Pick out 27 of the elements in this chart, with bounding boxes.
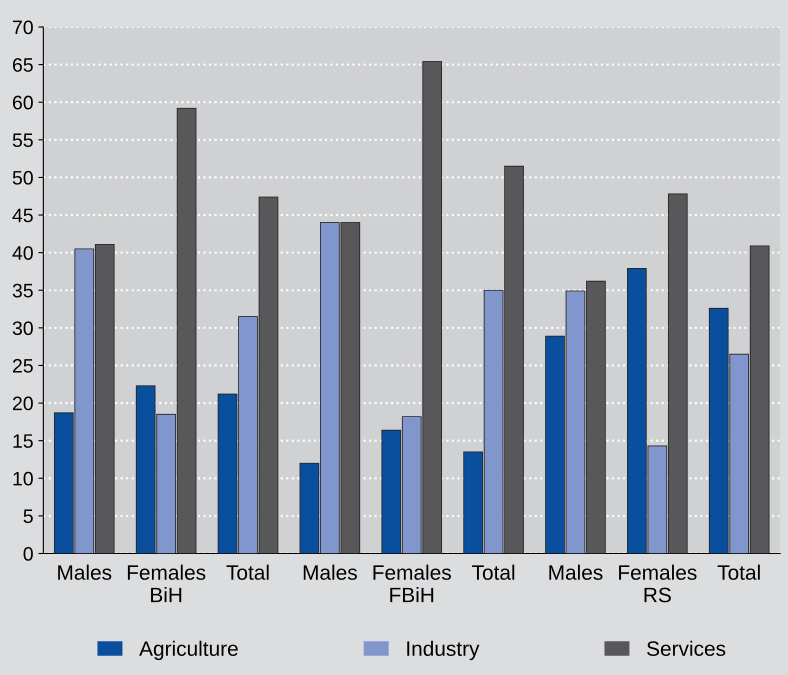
legend-label: Agriculture [139,640,238,660]
x-tick-label: Total [718,564,760,580]
x-tick-label: Males [58,564,112,580]
x-tick-label: Total [226,564,269,580]
y-tick-label: 15 [13,434,33,448]
legend-label: Services [647,640,726,656]
y-tick-label: 45 [12,208,33,222]
y-tick-label: 20 [12,396,33,410]
y-tick-label: 35 [12,284,33,298]
y-tick-label: 50 [12,170,33,185]
y-tick-label: 0 [24,546,33,561]
y-tick-label: 5 [24,510,33,524]
y-tick-label: 10 [13,472,33,486]
y-tick-label: 60 [12,96,33,110]
y-tick-label: 70 [12,20,33,34]
x-tick-label: Females RS [619,564,697,602]
y-tick-label: 55 [12,133,33,148]
x-tick-label: Males [549,564,602,580]
y-tick-label: 30 [12,321,33,336]
y-tick-label: 25 [12,358,33,373]
x-tick-label: Total [472,564,514,580]
x-tick-label: Males [304,564,357,580]
x-tick-label: Females BiH [128,564,206,602]
x-tick-label: Females FBiH [374,564,451,602]
y-tick-label: 40 [12,246,33,260]
legend-label: Industry [407,640,480,660]
y-tick-label: 65 [12,58,33,72]
